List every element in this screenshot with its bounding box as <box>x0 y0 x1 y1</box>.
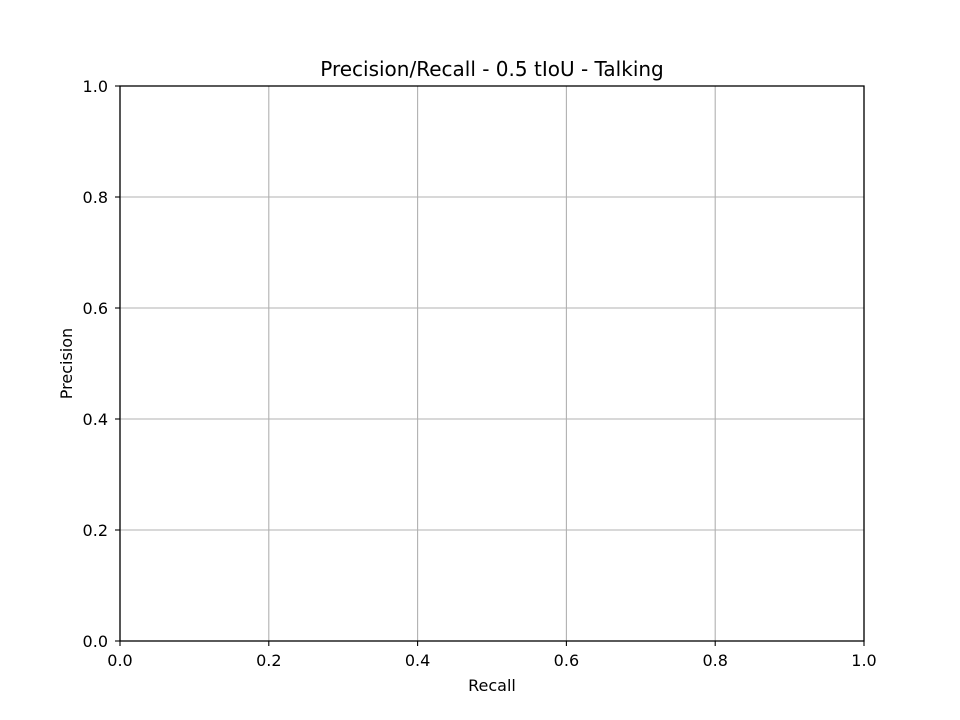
y-tick-label: 0.8 <box>83 188 108 207</box>
chart-title: Precision/Recall - 0.5 tIoU - Talking <box>320 57 664 81</box>
y-tick-label: 0.0 <box>83 632 108 651</box>
y-tick-label: 1.0 <box>83 77 108 96</box>
y-tick-label: 0.2 <box>83 521 108 540</box>
x-tick-label: 0.0 <box>107 651 132 670</box>
x-tick-label: 0.8 <box>702 651 727 670</box>
plot-frame <box>119 85 865 642</box>
y-axis-label: Precision <box>57 328 76 399</box>
x-tick-label: 0.2 <box>256 651 281 670</box>
y-tick-label: 0.4 <box>83 410 108 429</box>
x-axis-label: Recall <box>468 676 516 695</box>
x-tick-label: 0.6 <box>554 651 579 670</box>
x-tick-label: 0.4 <box>405 651 430 670</box>
y-tick-label: 0.6 <box>83 299 108 318</box>
x-tick-label: 1.0 <box>851 651 876 670</box>
axis-ticks: 0.0 0.2 0.4 0.6 0.8 1.0 0.0 0.2 0.4 0.6 0.8 1.0 <box>83 77 877 670</box>
